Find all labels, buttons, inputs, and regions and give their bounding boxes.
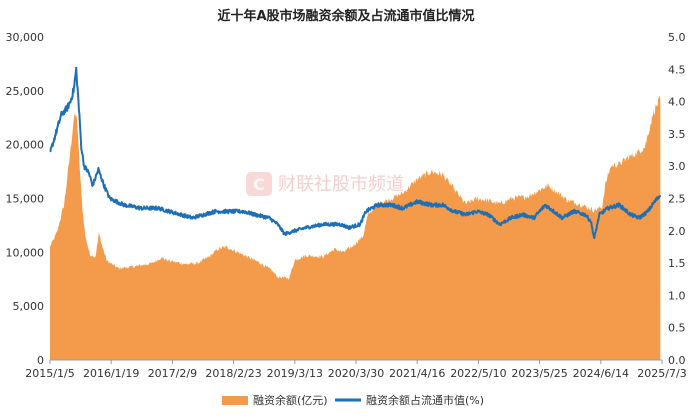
- watermark: C 财联社股市频道: [246, 172, 404, 196]
- chart-title: 近十年A股市场融资余额及占流通市值比情况: [217, 8, 474, 24]
- margin-balance-area: [50, 95, 661, 360]
- right-tick-label: 0.0: [668, 354, 686, 367]
- watermark-text: 财联社股市频道: [278, 174, 404, 195]
- right-tick-label: 2.5: [668, 193, 686, 206]
- x-tick-label: 2019/3/13: [267, 367, 323, 380]
- right-tick-label: 3.0: [668, 160, 686, 173]
- right-tick-label: 3.5: [668, 128, 686, 141]
- x-tick-label: 2025/7/3: [637, 367, 686, 380]
- x-tick-label: 2023/5/25: [511, 367, 567, 380]
- legend: 融资余额(亿元) 融资余额占流通市值(%): [222, 393, 484, 407]
- x-tick-label: 2017/2/9: [148, 367, 197, 380]
- legend-swatch-margin-balance: [222, 396, 248, 405]
- right-tick-label: 5.0: [668, 31, 686, 44]
- ratio-line: [49, 66, 662, 240]
- left-tick-label: 5,000: [13, 300, 45, 313]
- right-tick-label: 4.0: [668, 96, 686, 109]
- left-tick-label: 25,000: [6, 85, 45, 98]
- watermark-logo-glyph: C: [253, 175, 265, 194]
- watermark-logo-icon: [246, 172, 272, 196]
- x-tick-label: 2021/4/16: [389, 367, 445, 380]
- x-tick-label: 2015/1/5: [25, 367, 74, 380]
- left-tick-label: 30,000: [6, 31, 45, 44]
- x-tick-label: 2022/5/10: [450, 367, 506, 380]
- right-tick-label: 4.5: [668, 63, 686, 76]
- right-tick-label: 1.0: [668, 289, 686, 302]
- x-tick-label: 2020/3/30: [328, 367, 384, 380]
- left-tick-label: 20,000: [6, 139, 45, 152]
- legend-label-ratio: 融资余额占流通市值(%): [366, 393, 484, 407]
- left-tick-label: 10,000: [6, 246, 45, 259]
- right-tick-label: 2.0: [668, 225, 686, 238]
- left-tick-label: 15,000: [6, 193, 45, 206]
- x-tick-label: 2016/1/19: [83, 367, 139, 380]
- x-tick-label: 2018/2/23: [205, 367, 261, 380]
- right-tick-label: 1.5: [668, 257, 686, 270]
- right-tick-label: 0.5: [668, 322, 686, 335]
- x-tick-label: 2024/6/14: [573, 367, 629, 380]
- left-tick-label: 0: [37, 354, 44, 367]
- legend-label-margin-balance: 融资余额(亿元): [253, 393, 328, 407]
